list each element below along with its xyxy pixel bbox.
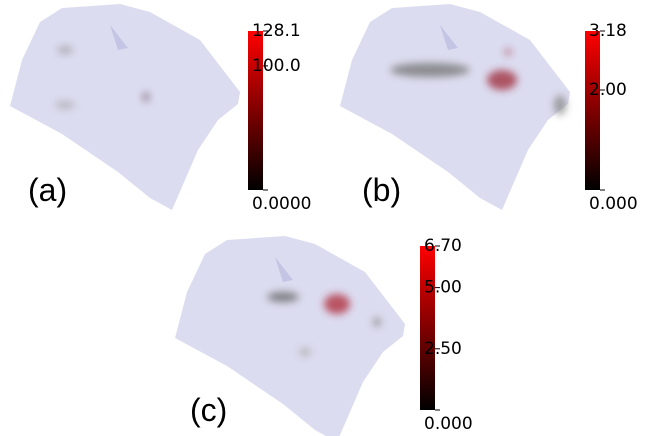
panel-label: (c) bbox=[190, 392, 227, 428]
colorbar-tick-label: 3.18 bbox=[589, 21, 627, 41]
colorbar-tick-label: 128.1 bbox=[252, 21, 301, 41]
colorbar bbox=[420, 246, 435, 410]
colorbar-tick-label: 2.50 bbox=[424, 339, 462, 359]
colorbar-tick-label: 0.0000 bbox=[252, 194, 311, 214]
colorbar-tick-label: 0.000 bbox=[424, 414, 473, 434]
colorbar-tick-label: 0.000 bbox=[589, 194, 638, 214]
colorbar-tick-label: 100.0 bbox=[252, 56, 301, 76]
colorbar-tick-label: 2.00 bbox=[589, 80, 627, 100]
colorbar bbox=[248, 31, 263, 190]
figure: (a) 0.0000 100.0 128.1 (b) 0.000 2.00 3.18 (c) 0.… bbox=[0, 0, 657, 436]
colorbar-tick-label: 6.70 bbox=[424, 236, 462, 256]
colorbar bbox=[585, 31, 600, 190]
panel-label: (b) bbox=[362, 172, 401, 208]
panel-label: (a) bbox=[28, 172, 67, 208]
colorbar-tick-label: 5.00 bbox=[424, 278, 462, 298]
